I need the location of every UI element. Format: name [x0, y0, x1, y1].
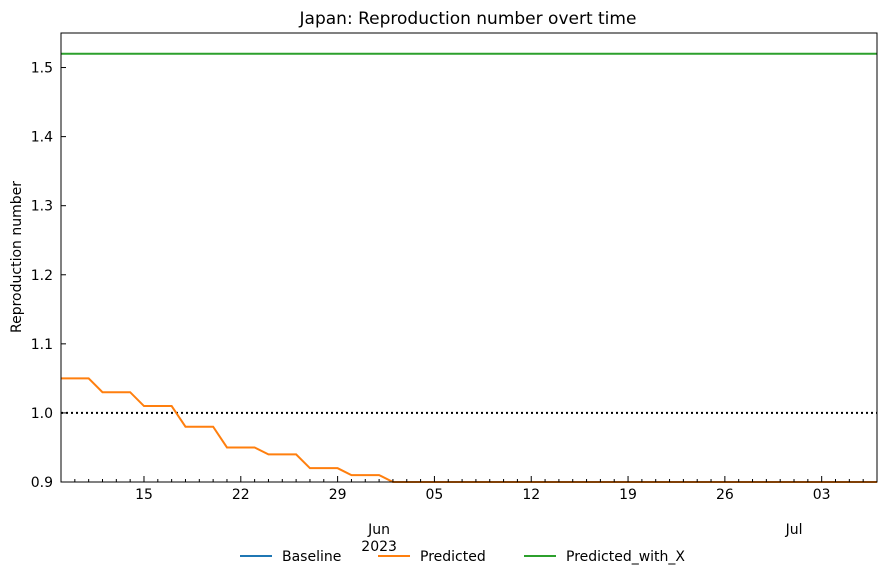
series-line-2: [61, 377, 877, 483]
legend-label-3: Predicted_with_X: [566, 549, 685, 565]
y-tick-label-5: 1.3: [31, 199, 53, 215]
y-tick-label-6: 1.4: [31, 130, 53, 146]
y-tick-label-2: 1.0: [31, 406, 53, 422]
y-tick-label-1: 0.9: [31, 475, 53, 491]
y-axis: 0.9 1.0 1.1 1.2 1.3 1.4 1.5: [31, 61, 66, 491]
chart-title: Japan: Reproduction number overt time: [299, 9, 637, 29]
x-tick-label-8: 03: [813, 487, 831, 503]
plot-frame: [60, 32, 878, 483]
legend-label-1: Baseline: [282, 549, 341, 565]
series-layer: [61, 52, 877, 483]
x-tick-label-2: 22: [232, 487, 250, 503]
x-tick-label-3: 29: [329, 487, 347, 503]
x-tick-label-6: 19: [619, 487, 637, 503]
x-tick-label-1: 15: [135, 487, 153, 503]
legend: Baseline Predicted Predicted_with_X: [240, 549, 685, 565]
y-tick-label-7: 1.5: [31, 61, 53, 77]
x-tick-label-4: 05: [426, 487, 444, 503]
y-tick-label-3: 1.1: [31, 337, 53, 353]
y-tick-label-4: 1.2: [31, 268, 53, 284]
x-month-label-2: Jul: [785, 522, 803, 538]
y-axis-label: Reproduction number: [9, 181, 25, 333]
legend-label-2: Predicted: [420, 549, 486, 565]
x-year-label-1: 2023: [361, 539, 397, 555]
x-tick-label-7: 26: [716, 487, 734, 503]
x-month-label-1: Jun: [367, 522, 390, 538]
x-tick-label-5: 12: [522, 487, 540, 503]
